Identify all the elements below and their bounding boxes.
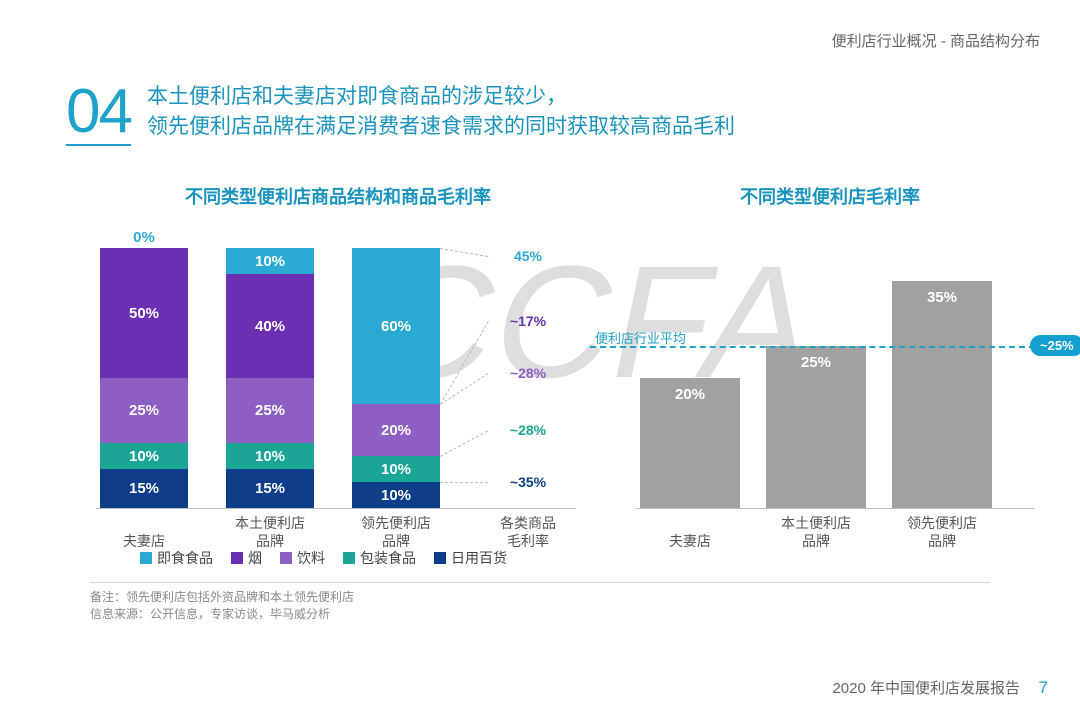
- legend-item: 烟: [231, 548, 262, 568]
- report-title: 2020 年中国便利店发展报告: [832, 677, 1020, 698]
- bar-segment: 15%: [100, 469, 188, 508]
- headline-line1: 本土便利店和夫妻店对即食商品的涉足较少，: [147, 82, 735, 112]
- legend-swatch: [140, 552, 152, 564]
- legend-item: 饮料: [280, 548, 325, 568]
- left-chart-title: 不同类型便利店商品结构和商品毛利率: [185, 183, 491, 209]
- stacked-bar: 15%10%25%50%0%夫妻店: [100, 248, 188, 508]
- connector-line: [440, 482, 488, 483]
- x-axis-label: 领先便利店品牌: [352, 514, 440, 550]
- category-margin-label: ~28%: [488, 422, 568, 438]
- bar-segment: 15%: [226, 469, 314, 508]
- average-label: 便利店行业平均: [595, 328, 686, 347]
- bar-segment: 20%: [352, 404, 440, 456]
- legend: 即食食品烟饮料包装食品日用百货: [140, 548, 507, 568]
- bar: 25%: [766, 346, 866, 509]
- category-margin-label: ~28%: [488, 365, 568, 381]
- segment-label-out: 0%: [100, 229, 188, 246]
- bar: 20%: [640, 378, 740, 508]
- legend-swatch: [343, 552, 355, 564]
- legend-swatch: [231, 552, 243, 564]
- section-index: 04: [66, 82, 131, 146]
- legend-item: 日用百货: [434, 548, 507, 568]
- bar-segment: 10%: [226, 248, 314, 274]
- bar-segment: 40%: [226, 274, 314, 378]
- legend-swatch: [280, 552, 292, 564]
- legend-swatch: [434, 552, 446, 564]
- category-margin-label: 45%: [488, 248, 568, 264]
- x-axis-label: 各类商品毛利率: [488, 514, 568, 550]
- legend-item: 包装食品: [343, 548, 416, 568]
- category-margin-column: 45%~17%~28%~28%~35%各类商品毛利率: [488, 248, 568, 508]
- average-bubble: ~25%: [1030, 335, 1080, 356]
- bar-segment: 25%: [100, 378, 188, 443]
- left-axis-baseline: [96, 508, 576, 509]
- footnote-source: 信息来源：公开信息，专家访谈，毕马威分析: [90, 606, 990, 623]
- bar-segment: 10%: [100, 443, 188, 469]
- bar-segment: 10%: [352, 456, 440, 482]
- bar-segment: 10%: [352, 482, 440, 508]
- headline-line2: 领先便利店品牌在满足消费者速食需求的同时获取较高商品毛利: [147, 112, 735, 142]
- page-number: 7: [1039, 678, 1048, 698]
- category-margin-label: ~17%: [488, 313, 568, 329]
- category-margin-label: ~35%: [488, 474, 568, 490]
- stacked-bar-chart: 15%10%25%50%0%夫妻店15%10%25%40%10%本土便利店品牌1…: [100, 248, 470, 508]
- footnote-note: 备注：领先便利店包括外资品牌和本土领先便利店: [90, 589, 990, 606]
- bar-segment: 10%: [226, 443, 314, 469]
- page-header: 04 本土便利店和夫妻店对即食商品的涉足较少， 领先便利店品牌在满足消费者速食需…: [66, 82, 735, 146]
- stacked-bar: 10%10%20%0%60%领先便利店品牌: [352, 248, 440, 508]
- x-axis-label: 本土便利店品牌: [766, 514, 866, 550]
- x-axis-label: 领先便利店品牌: [892, 514, 992, 550]
- section-tag: 便利店行业概况 - 商品结构分布: [832, 30, 1040, 51]
- right-axis-baseline: [636, 508, 1034, 509]
- bar-segment: 60%: [352, 248, 440, 404]
- headline: 本土便利店和夫妻店对即食商品的涉足较少， 领先便利店品牌在满足消费者速食需求的同…: [147, 82, 735, 142]
- bar-chart: 20%夫妻店25%本土便利店品牌35%领先便利店品牌: [640, 248, 1020, 508]
- bar: 35%: [892, 281, 992, 509]
- stacked-bar: 15%10%25%40%10%本土便利店品牌: [226, 248, 314, 508]
- x-axis-label: 夫妻店: [640, 532, 740, 550]
- x-axis-label: 本土便利店品牌: [226, 514, 314, 550]
- legend-item: 即食食品: [140, 548, 213, 568]
- right-chart-title: 不同类型便利店毛利率: [740, 183, 920, 209]
- bar-segment: 25%: [226, 378, 314, 443]
- bar-segment: 50%: [100, 248, 188, 378]
- footnotes: 备注：领先便利店包括外资品牌和本土领先便利店 信息来源：公开信息，专家访谈，毕马…: [90, 582, 990, 623]
